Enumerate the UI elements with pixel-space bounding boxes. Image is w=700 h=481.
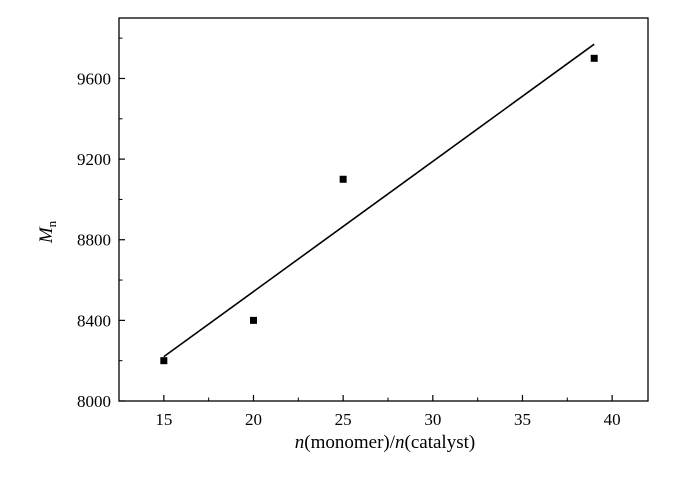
data-point: [249, 316, 257, 324]
axis-ticks: [119, 37, 613, 402]
x-tick-label: 40: [604, 410, 621, 429]
x-tick-label: 25: [335, 410, 352, 429]
x-tick-label: 20: [245, 410, 262, 429]
data-point: [160, 357, 168, 365]
y-tick-label: 8000: [77, 392, 111, 411]
fit-line: [163, 43, 595, 358]
y-tick-label: 9600: [77, 69, 111, 88]
x-tick-label: 35: [514, 410, 531, 429]
x-tick-label: 30: [424, 410, 441, 429]
y-tick-label: 8400: [77, 311, 111, 330]
data-point: [590, 54, 598, 62]
plot-frame: [118, 17, 649, 402]
x-axis-label: n(monomer)/n(catalyst): [295, 432, 475, 453]
y-tick-label: 9200: [77, 150, 111, 169]
data-series: [160, 43, 598, 365]
y-axis-label: Mn: [36, 220, 59, 244]
y-tick-label: 8800: [77, 231, 111, 250]
x-tick-label: 15: [155, 410, 172, 429]
plot-area: [118, 17, 649, 402]
tick-labels: 15 20 25 30 35 40 8000 8400 8800 9200 9600: [77, 69, 621, 429]
data-point: [339, 175, 347, 183]
